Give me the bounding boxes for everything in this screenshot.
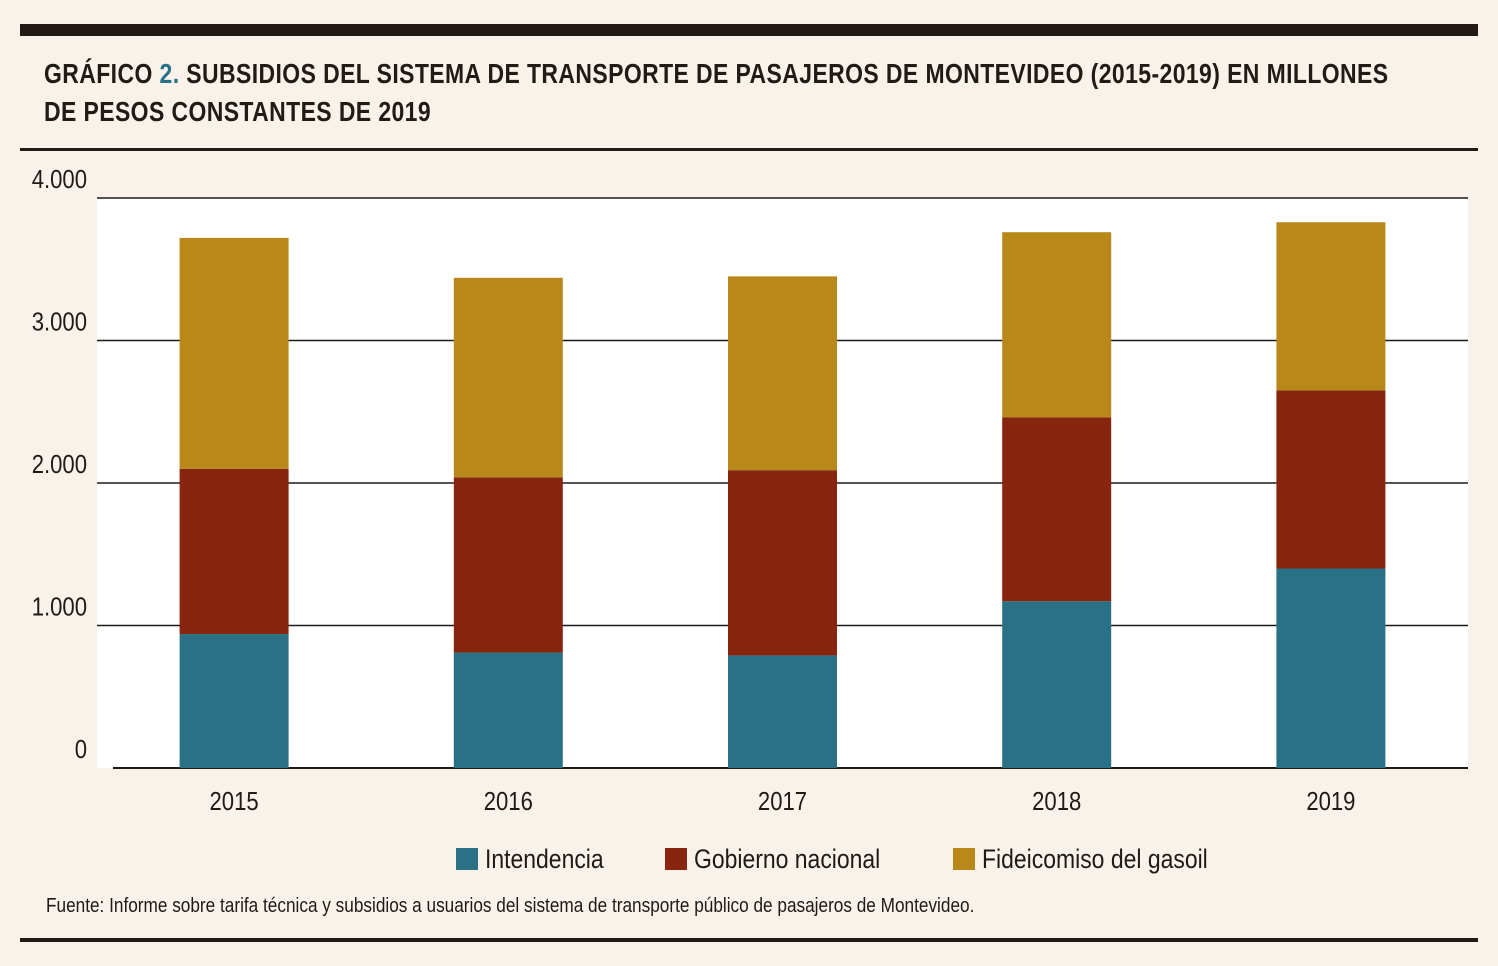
y-tick-label: 0 [75,735,87,764]
bar-segment-intendencia [179,634,289,768]
y-tick-label: 3.000 [32,308,87,337]
x-tick-label: 2016 [484,787,533,816]
bar-segment-gobierno-nacional [1002,417,1112,602]
bar-segment-fideicomiso [453,277,563,478]
y-tick-label: 4.000 [32,165,87,194]
bar-segment-fideicomiso [728,276,837,471]
chart-legend: Intendencia Gobierno nacional Fideicomis… [456,842,1287,876]
legend-item-fideicomiso: Fideicomiso del gasoil [952,843,1248,875]
title-prefix: GRÁFICO [44,58,153,89]
title-line2: DE PESOS CONSTANTES DE 2019 [44,96,432,127]
bar-segment-gobierno-nacional [453,477,563,653]
legend-label-fideicomiso: Fideicomiso del gasoil [981,843,1208,874]
x-tick-label: 2015 [210,787,259,816]
bottom-rule [20,938,1478,942]
legend-swatch-fideicomiso [952,848,975,870]
bar-segment-intendencia [453,652,563,768]
legend-label-intendencia: Intendencia [485,843,604,874]
bar-segment-gobierno-nacional [1276,390,1386,569]
title-text: SUBSIDIOS DEL SISTEMA DE TRANSPORTE DE P… [186,58,1389,89]
legend-swatch-intendencia [456,848,478,870]
bar-segment-gobierno-nacional [728,470,837,656]
stacked-bar-chart: 4.000 3.000 2.000 1.000 0 2015 2016 2017 2018 201… [32,165,1468,816]
legend-label-gobierno-nacional: Gobierno nacional [693,843,880,874]
title-number: 2. [159,58,180,89]
x-tick-label: 2018 [1032,787,1081,816]
bar-segment-intendencia [1002,601,1112,768]
source-note: Fuente: Informe sobre tarifa técnica y s… [46,895,975,917]
bar-segment-fideicomiso [1002,232,1112,418]
y-tick-label: 1.000 [32,593,87,622]
x-tick-label: 2019 [1306,787,1355,816]
bar-segment-fideicomiso [1276,222,1386,391]
x-tick-label: 2017 [758,787,807,816]
top-rule [20,24,1478,36]
legend-item-gobierno-nacional: Gobierno nacional [664,843,913,875]
title-rule [20,148,1478,151]
bar-segment-fideicomiso [179,237,289,469]
chart-title: GRÁFICO 2. SUBSIDIOS DEL SISTEMA DE TRAN… [44,55,1388,131]
legend-item-intendencia: Intendencia [456,844,625,875]
y-tick-label: 2.000 [32,450,87,479]
bar-segment-gobierno-nacional [179,468,289,635]
bar-segment-intendencia [728,655,837,768]
legend-swatch-gobierno-nacional [664,848,687,870]
bar-segment-intendencia [1276,568,1386,768]
